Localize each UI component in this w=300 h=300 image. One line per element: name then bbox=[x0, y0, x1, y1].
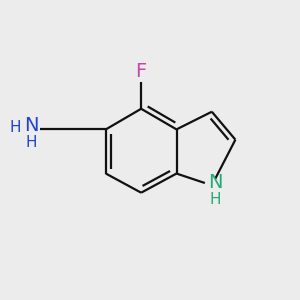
Text: N: N bbox=[24, 116, 39, 135]
Text: H: H bbox=[26, 135, 38, 150]
Text: H: H bbox=[9, 119, 21, 134]
Text: F: F bbox=[136, 61, 147, 81]
Text: N: N bbox=[208, 173, 223, 192]
Text: H: H bbox=[210, 192, 221, 207]
